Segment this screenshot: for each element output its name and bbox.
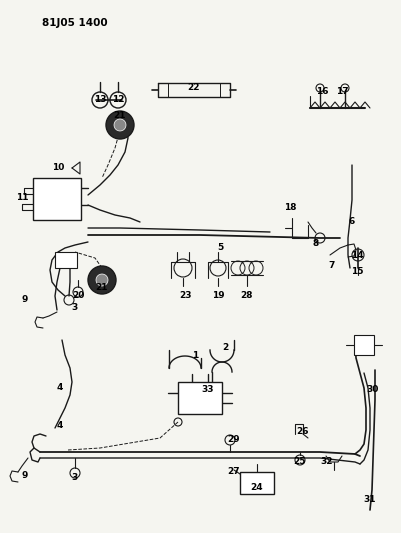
Text: 8: 8	[312, 238, 318, 247]
Text: 10: 10	[52, 164, 64, 173]
Text: 23: 23	[179, 290, 192, 300]
Bar	[33, 178, 81, 220]
Text: 81J05 1400: 81J05 1400	[42, 18, 107, 28]
Text: 25: 25	[293, 456, 306, 465]
Text: 3: 3	[72, 303, 78, 312]
Bar	[353, 335, 373, 355]
Text: 17: 17	[335, 87, 347, 96]
Text: 12: 12	[111, 95, 124, 104]
Text: 32: 32	[320, 457, 332, 466]
Text: 5: 5	[216, 244, 223, 253]
Text: 9: 9	[22, 472, 28, 481]
Text: 27: 27	[227, 467, 240, 477]
Text: 1: 1	[191, 351, 198, 359]
Text: 16: 16	[315, 87, 328, 96]
Text: 9: 9	[22, 295, 28, 304]
Text: 7: 7	[328, 261, 334, 270]
Text: 3: 3	[72, 473, 78, 482]
Text: 22: 22	[187, 84, 200, 93]
Text: 14: 14	[350, 251, 363, 260]
Circle shape	[114, 119, 126, 131]
Text: 29: 29	[227, 435, 240, 445]
Text: 4: 4	[57, 421, 63, 430]
Bar	[178, 382, 221, 414]
Text: 20: 20	[72, 290, 84, 300]
Circle shape	[96, 274, 108, 286]
Bar	[55, 252, 77, 268]
Text: 31: 31	[363, 496, 375, 505]
Text: 33: 33	[201, 385, 214, 394]
Text: 21: 21	[95, 282, 108, 292]
Text: 19: 19	[211, 290, 224, 300]
Text: 6: 6	[348, 217, 354, 227]
Text: 15: 15	[350, 268, 363, 277]
Text: 2: 2	[221, 343, 227, 352]
Text: 18: 18	[283, 204, 296, 213]
Text: 11: 11	[16, 193, 28, 203]
Circle shape	[106, 111, 134, 139]
Text: 13: 13	[93, 95, 106, 104]
Text: 24: 24	[250, 483, 263, 492]
Bar	[239, 472, 273, 494]
Text: 21: 21	[113, 110, 126, 119]
Text: 4: 4	[57, 384, 63, 392]
Text: 30: 30	[366, 385, 378, 394]
Text: 28: 28	[240, 290, 253, 300]
Circle shape	[88, 266, 116, 294]
Text: 26: 26	[296, 427, 308, 437]
